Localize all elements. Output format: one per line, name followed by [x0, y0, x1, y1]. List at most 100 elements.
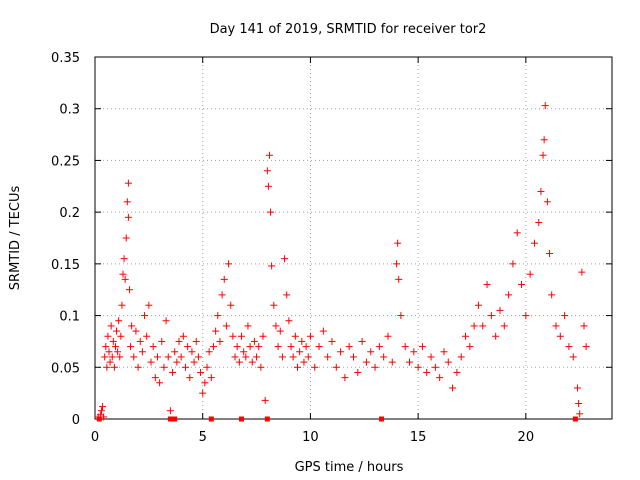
data-point: [518, 281, 526, 289]
data-point: [119, 270, 127, 278]
data-point: [302, 343, 310, 351]
data-point: [431, 363, 439, 371]
data-point: [272, 322, 280, 330]
data-point: [393, 260, 401, 268]
y-tick-label: 0.15: [51, 258, 80, 273]
data-point: [541, 102, 549, 110]
data-point: [513, 229, 521, 237]
data-point: [436, 374, 444, 382]
data-point: [118, 301, 126, 309]
data-point: [158, 337, 166, 345]
data-point: [153, 353, 161, 361]
chart-title: Day 141 of 2019, SRMTID for receiver tor…: [210, 22, 487, 37]
data-point: [248, 358, 256, 366]
data-point: [123, 198, 131, 206]
data-point: [362, 358, 370, 366]
data-point: [540, 136, 548, 144]
data-point: [199, 389, 207, 397]
data-point: [548, 291, 556, 299]
zero-marker: [208, 416, 214, 422]
data-point: [171, 348, 179, 356]
data-point: [175, 337, 183, 345]
data-point: [257, 363, 265, 371]
data-point: [423, 368, 431, 376]
data-point: [341, 374, 349, 382]
data-point: [253, 353, 261, 361]
data-point: [575, 399, 583, 407]
data-point: [522, 312, 530, 320]
data-point: [106, 358, 114, 366]
data-point: [496, 306, 504, 314]
data-point: [296, 348, 304, 356]
zero-marker: [96, 416, 102, 422]
y-tick-label: 0.3: [59, 103, 80, 118]
y-tick-label: 0.05: [51, 361, 80, 376]
data-point: [246, 343, 254, 351]
data-point: [164, 353, 172, 361]
data-point: [114, 348, 122, 356]
data-point: [216, 337, 224, 345]
data-point: [358, 337, 366, 345]
data-point: [104, 332, 112, 340]
y-tick-label: 0.1: [59, 310, 80, 325]
data-point: [293, 363, 301, 371]
data-point: [264, 182, 272, 190]
data-point: [128, 322, 136, 330]
data-point: [235, 358, 243, 366]
data-point: [569, 353, 577, 361]
data-point: [371, 363, 379, 371]
data-point: [173, 358, 181, 366]
data-point: [177, 353, 185, 361]
data-point: [214, 312, 222, 320]
data-point: [291, 332, 299, 340]
data-point: [102, 343, 110, 351]
data-point: [457, 353, 465, 361]
data-point: [231, 353, 239, 361]
data-point: [410, 348, 418, 356]
data-point: [574, 384, 582, 392]
data-point: [367, 348, 375, 356]
axis-ticks: [94, 56, 612, 420]
data-point: [201, 379, 209, 387]
data-point: [466, 343, 474, 351]
data-point: [319, 327, 327, 335]
data-point: [388, 358, 396, 366]
data-point: [244, 322, 252, 330]
data-point: [274, 343, 282, 351]
data-point: [375, 343, 383, 351]
data-point: [109, 337, 117, 345]
data-point: [237, 332, 245, 340]
data-point: [103, 363, 111, 371]
zero-marker: [379, 416, 385, 422]
data-point: [505, 291, 513, 299]
data-point: [169, 368, 177, 376]
data-point: [181, 363, 189, 371]
x-tick-label: 10: [302, 430, 319, 445]
data-point: [105, 348, 113, 356]
x-tick-label: 20: [518, 430, 535, 445]
data-point: [539, 151, 547, 159]
data-point: [151, 374, 159, 382]
data-point: [218, 291, 226, 299]
data-point: [250, 337, 258, 345]
data-point: [289, 353, 297, 361]
data-point: [205, 348, 213, 356]
data-points: [94, 102, 590, 422]
data-point: [418, 343, 426, 351]
data-point: [186, 374, 194, 382]
data-point: [255, 343, 263, 351]
data-point: [324, 353, 332, 361]
data-point: [207, 374, 215, 382]
data-point: [160, 363, 168, 371]
data-point: [315, 343, 323, 351]
data-point: [300, 358, 308, 366]
data-point: [535, 218, 543, 226]
zero-marker: [238, 416, 244, 422]
data-point: [136, 337, 144, 345]
data-point: [537, 187, 545, 195]
data-point: [227, 301, 235, 309]
zero-marker: [264, 416, 270, 422]
data-point: [474, 301, 482, 309]
data-point: [179, 332, 187, 340]
y-tick-label: 0.2: [59, 206, 80, 221]
